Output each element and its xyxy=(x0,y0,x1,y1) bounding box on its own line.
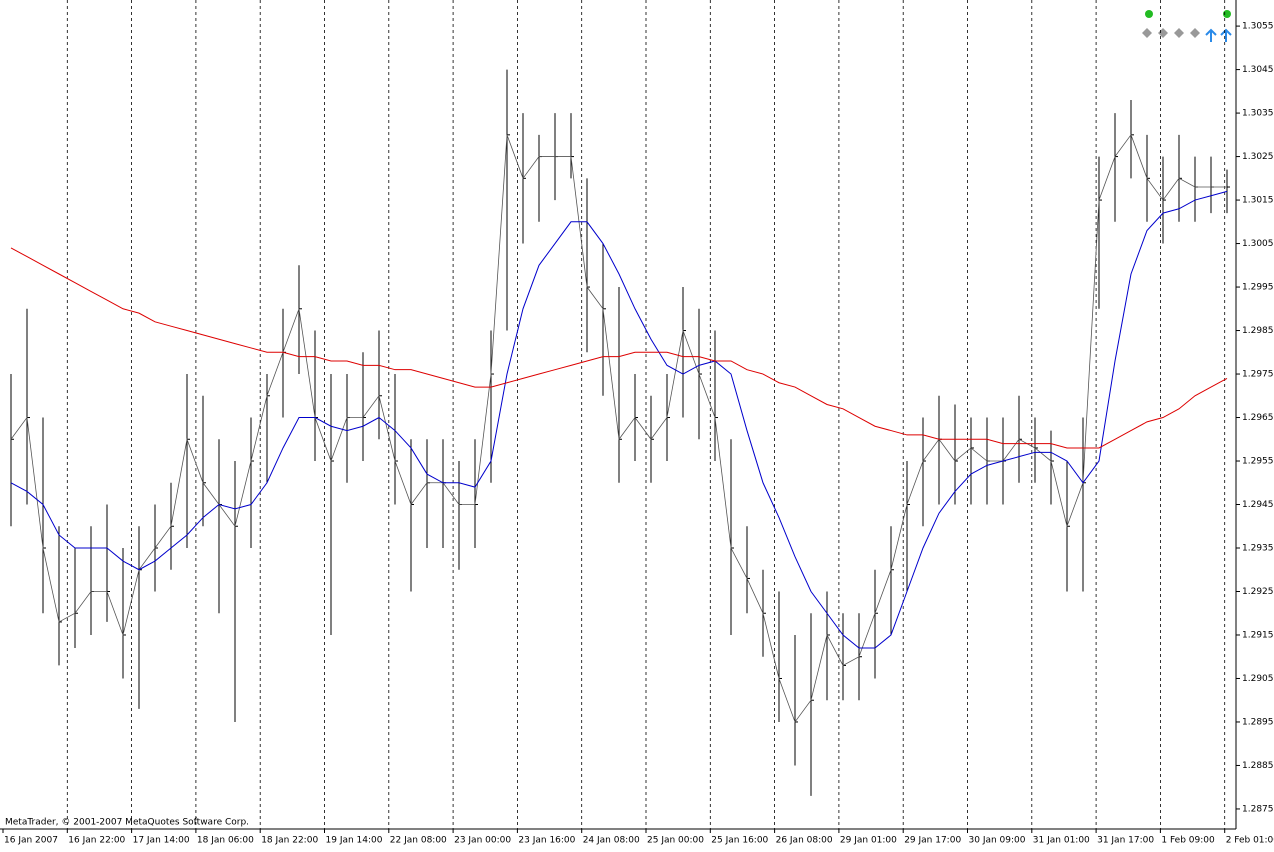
x-tick-label: 1 Feb 09:00 xyxy=(1161,836,1215,846)
y-tick-label: 1.2905 xyxy=(1242,674,1274,684)
y-tick-label: 1.2915 xyxy=(1242,630,1274,640)
y-tick-label: 1.2945 xyxy=(1242,500,1274,510)
x-tick-label: 24 Jan 08:00 xyxy=(583,836,640,846)
x-tick-label: 18 Jan 06:00 xyxy=(197,836,254,846)
indicator-icons xyxy=(1142,28,1200,38)
x-tick-label: 18 Jan 22:00 xyxy=(261,836,318,846)
y-tick-label: 1.3025 xyxy=(1242,152,1274,162)
y-tick-label: 1.2875 xyxy=(1242,804,1274,814)
x-tick-label: 22 Jan 08:00 xyxy=(390,836,447,846)
x-tick-label: 25 Jan 00:00 xyxy=(647,836,704,846)
x-tick-label: 31 Jan 17:00 xyxy=(1097,836,1154,846)
moving-average xyxy=(10,247,1228,449)
x-tick-label: 16 Jan 2007 xyxy=(4,836,58,846)
watermark: MetaTrader, © 2001-2007 MetaQuotes Softw… xyxy=(5,818,249,828)
y-tick-label: 1.3005 xyxy=(1242,239,1274,249)
y-tick-label: 1.2925 xyxy=(1242,587,1274,597)
x-tick-label: 23 Jan 16:00 xyxy=(518,836,575,846)
y-tick-label: 1.3035 xyxy=(1242,109,1274,119)
y-tick-label: 1.2995 xyxy=(1242,283,1274,293)
y-tick-label: 1.2885 xyxy=(1242,761,1274,771)
x-tick-label: 2 Feb 01:00 xyxy=(1226,836,1274,846)
x-tick-label: 29 Jan 17:00 xyxy=(904,836,961,846)
x-tick-label: 26 Jan 08:00 xyxy=(776,836,833,846)
x-tick-label: 23 Jan 00:00 xyxy=(454,836,511,846)
y-tick-label: 1.2975 xyxy=(1242,370,1274,380)
signal-dot xyxy=(1223,10,1231,18)
y-tick-label: 1.3055 xyxy=(1242,22,1274,32)
y-tick-label: 1.3015 xyxy=(1242,196,1274,206)
arrow-icons xyxy=(1205,28,1232,42)
x-tick-label: 19 Jan 14:00 xyxy=(326,836,383,846)
x-tick-label: 16 Jan 22:00 xyxy=(68,836,125,846)
close-line xyxy=(10,133,1227,723)
x-tick-label: 17 Jan 14:00 xyxy=(133,836,190,846)
signal-dot xyxy=(1145,10,1153,18)
y-tick-label: 1.2985 xyxy=(1242,326,1274,336)
x-tick-label: 25 Jan 16:00 xyxy=(711,836,768,846)
x-tick-label: 30 Jan 09:00 xyxy=(969,836,1026,846)
y-tick-label: 1.2965 xyxy=(1242,413,1274,423)
x-tick-label: 29 Jan 01:00 xyxy=(840,836,897,846)
y-tick-label: 1.2895 xyxy=(1242,717,1274,727)
y-tick-label: 1.2935 xyxy=(1242,544,1274,554)
y-tick-label: 1.3045 xyxy=(1242,65,1274,75)
x-tick-label: 31 Jan 01:00 xyxy=(1033,836,1090,846)
y-tick-label: 1.2955 xyxy=(1242,457,1274,467)
moving-average xyxy=(10,190,1228,649)
